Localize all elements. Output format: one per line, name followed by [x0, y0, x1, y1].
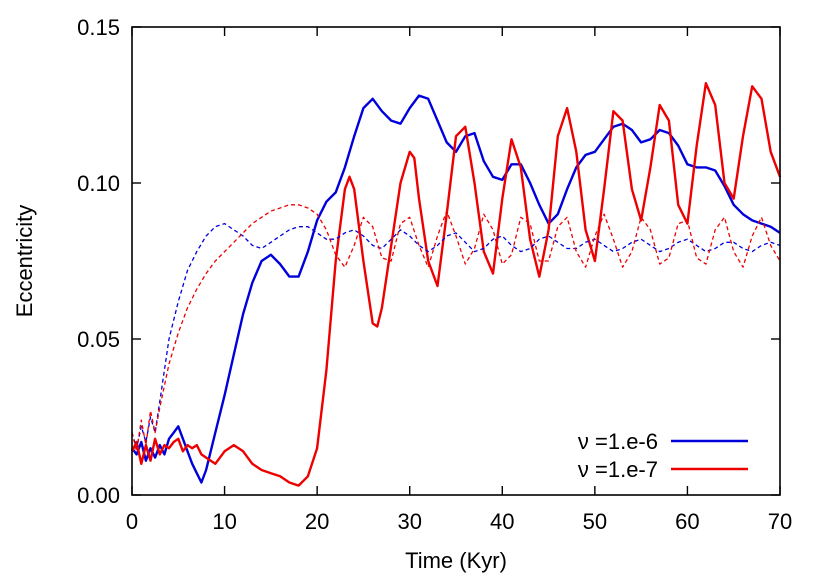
x-tick-label: 60: [675, 509, 699, 534]
series-line-1: [131, 94, 781, 484]
legend: ν =1.e-6 ν =1.e-7: [578, 429, 748, 482]
legend-entry-label: ν =1.e-6: [578, 429, 658, 454]
series-line-4-dashed: [131, 204, 781, 452]
series-line-2: [130, 82, 782, 487]
x-tick-label: 70: [768, 509, 792, 534]
x-tick-label: 40: [490, 509, 514, 534]
plot-lines: [130, 82, 782, 487]
y-tick-label: 0.10: [77, 171, 120, 196]
y-tick-label: 0.15: [77, 15, 120, 40]
x-axis-ticks: 0 10 20 30 40 50 60 70: [126, 27, 792, 534]
y-tick-label: 0.05: [77, 327, 120, 352]
x-tick-label: 50: [583, 509, 607, 534]
y-tick-label: 0.00: [77, 483, 120, 508]
x-tick-label: 10: [212, 509, 236, 534]
series-line-3-dashed: [131, 222, 781, 449]
y-axis-label: Eccentricity: [12, 205, 37, 317]
legend-entry-label: ν =1.e-7: [578, 457, 658, 482]
x-tick-label: 30: [397, 509, 421, 534]
y-axis-ticks: 0.00 0.05 0.10 0.15: [77, 15, 780, 508]
x-axis-label: Time (Kyr): [405, 548, 507, 573]
x-tick-label: 0: [126, 509, 138, 534]
x-tick-label: 20: [305, 509, 329, 534]
plot-frame: [131, 26, 781, 496]
